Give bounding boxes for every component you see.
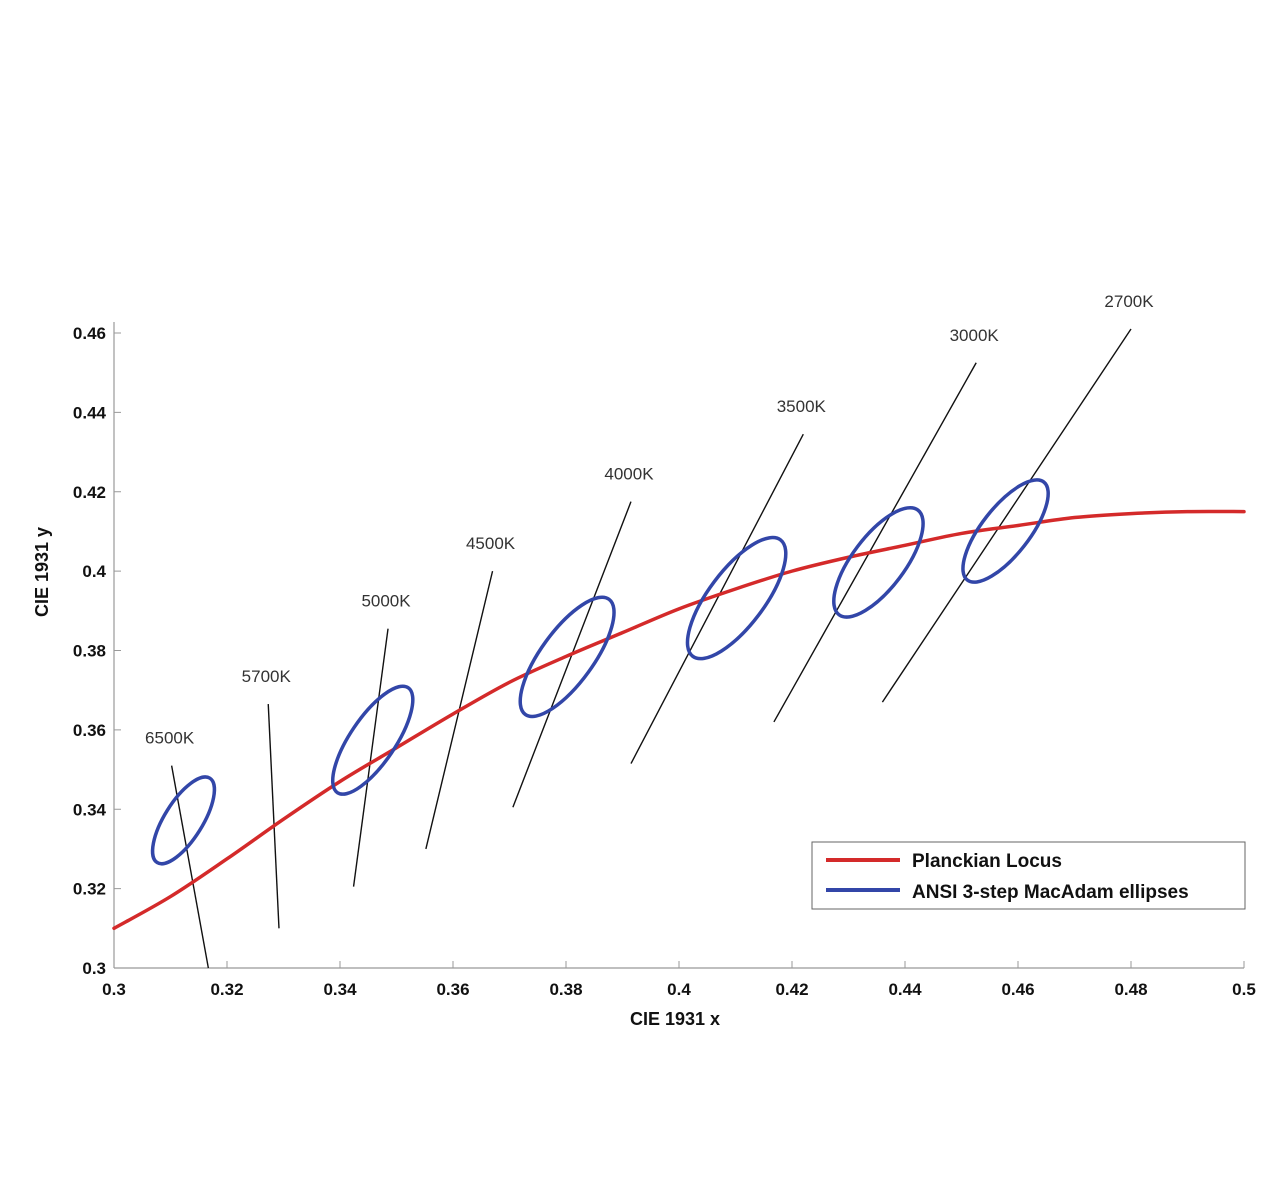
x-tick-label: 0.38 (549, 980, 582, 999)
isotherm-line (267, 704, 280, 929)
x-tick-label: 0.34 (323, 980, 357, 999)
isotherm-lines: 6500K 5700K 5000K 4500K 4000K 3500K 3000K 2700K (145, 292, 1154, 969)
cct-label: 4500K (466, 534, 516, 553)
isotherm-line (170, 765, 210, 969)
macadam-ellipse (832, 505, 925, 619)
x-tick-label: 0.42 (775, 980, 808, 999)
x-tick-label: 0.4 (667, 980, 691, 999)
y-tick-label: 0.46 (73, 324, 106, 343)
y-tick-label: 0.32 (73, 880, 106, 899)
y-tick-label: 0.4 (82, 562, 106, 581)
isotherm-line (773, 362, 977, 723)
legend-label-locus: Planckian Locus (912, 851, 1062, 872)
y-tick-label: 0.3 (82, 959, 106, 978)
legend: Planckian Locus ANSI 3-step MacAdam elli… (811, 841, 1246, 910)
y-tick-label: 0.36 (73, 721, 106, 740)
y-tick-label: 0.34 (73, 800, 107, 819)
x-axis-ticks: 0.3 0.32 0.34 0.36 0.38 0.4 0.42 0.44 0.46 0.48 0.… (102, 961, 1256, 999)
cct-label: 6500K (145, 729, 195, 748)
legend-box (811, 841, 1246, 910)
macadam-ellipse (961, 478, 1050, 584)
macadam-ellipse (150, 775, 217, 866)
x-tick-label: 0.5 (1232, 980, 1256, 999)
cct-label: 4000K (604, 465, 654, 484)
y-axis-ticks: 0.3 0.32 0.34 0.36 0.38 0.4 0.42 0.44 0.46 (73, 324, 121, 978)
planckian-locus-layer (112, 509, 1246, 931)
macadam-ellipse (518, 595, 616, 719)
isotherm-line (881, 328, 1132, 703)
isotherm-line (352, 628, 389, 887)
x-tick-label: 0.48 (1114, 980, 1147, 999)
y-tick-label: 0.42 (73, 483, 106, 502)
planckian-locus-line (112, 509, 1246, 931)
x-axis-label: CIE 1931 x (630, 1009, 720, 1029)
y-tick-label: 0.38 (73, 642, 106, 661)
cct-label: 3500K (777, 397, 827, 416)
macadam-ellipse (330, 684, 415, 796)
macadam-ellipse (685, 535, 788, 661)
x-tick-label: 0.3 (102, 980, 126, 999)
cct-label: 5000K (361, 592, 411, 611)
x-tick-label: 0.46 (1001, 980, 1034, 999)
y-tick-label: 0.44 (73, 403, 107, 422)
y-axis-label: CIE 1931 y (32, 527, 52, 617)
x-tick-label: 0.44 (888, 980, 922, 999)
x-tick-label: 0.32 (210, 980, 243, 999)
x-tick-label: 0.36 (436, 980, 469, 999)
cct-label: 5700K (242, 667, 292, 686)
macadam-ellipses-layer (150, 478, 1050, 866)
isotherm-line (630, 433, 804, 764)
cct-label: 3000K (950, 326, 1000, 345)
cct-label: 2700K (1104, 292, 1154, 311)
legend-label-ellipses: ANSI 3-step MacAdam ellipses (912, 882, 1189, 903)
